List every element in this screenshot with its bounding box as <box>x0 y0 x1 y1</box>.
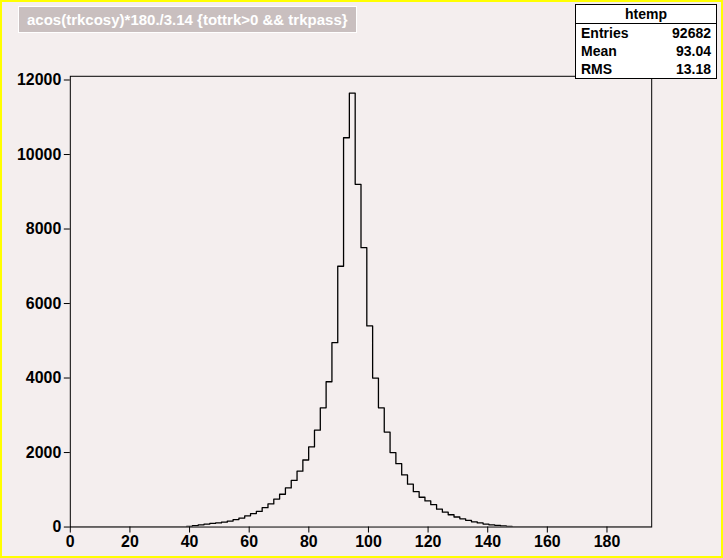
svg-text:160: 160 <box>534 533 561 550</box>
svg-text:10000: 10000 <box>17 146 61 163</box>
svg-text:0: 0 <box>66 533 75 550</box>
svg-text:40: 40 <box>181 533 199 550</box>
svg-text:100: 100 <box>355 533 382 550</box>
svg-text:80: 80 <box>300 533 318 550</box>
svg-text:60: 60 <box>240 533 258 550</box>
svg-text:2000: 2000 <box>26 444 62 461</box>
svg-text:4000: 4000 <box>26 369 62 386</box>
html-text:Entries: Entries <box>581 25 629 41</box>
svg-text:140: 140 <box>474 533 501 550</box>
svg-text:180: 180 <box>594 533 621 550</box>
html-text:acos(trkcosy)*180./3.14 {tottr: acos(trkcosy)*180./3.14 {tottrk>0 && trk… <box>27 11 348 28</box>
html-text:13.18: 13.18 <box>676 61 711 77</box>
html-text:Mean: Mean <box>581 43 617 59</box>
html-text:htemp: htemp <box>625 6 667 22</box>
svg-text:12000: 12000 <box>17 71 61 88</box>
svg-text:6000: 6000 <box>26 295 62 312</box>
svg-text:20: 20 <box>121 533 139 550</box>
svg-text:0: 0 <box>52 518 61 535</box>
html-text:92682: 92682 <box>672 25 711 41</box>
html-text:93.04: 93.04 <box>676 43 711 59</box>
svg-text:8000: 8000 <box>26 220 62 237</box>
svg-text:120: 120 <box>415 533 442 550</box>
html-text:RMS: RMS <box>581 61 613 77</box>
